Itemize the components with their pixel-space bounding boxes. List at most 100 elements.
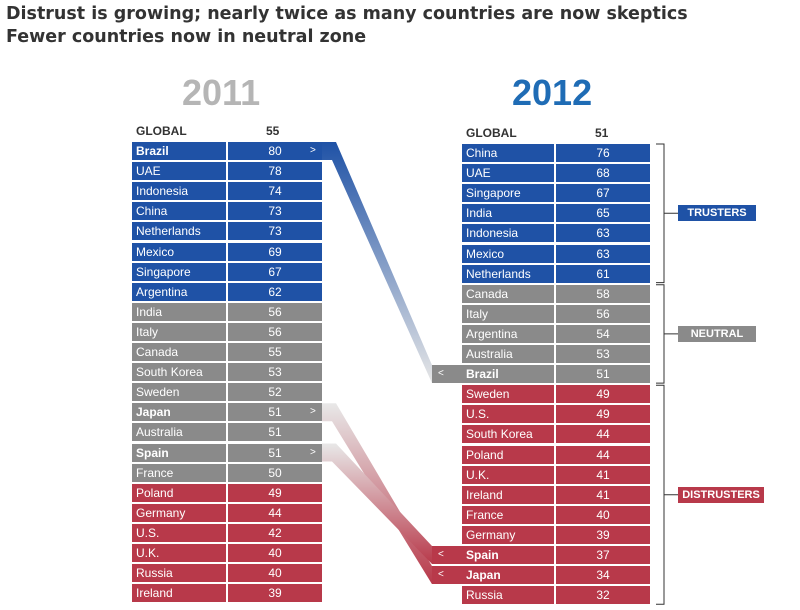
trust-value: 44: [556, 425, 650, 444]
country-name: Singapore: [132, 262, 226, 281]
country-name: Italy: [132, 322, 226, 341]
table-row-2012-south-korea: South Korea 44: [462, 425, 650, 444]
country-name: Netherlands: [462, 264, 554, 283]
trust-value: 40: [228, 544, 322, 562]
country-name: Spain: [132, 443, 226, 462]
country-name: Ireland: [462, 485, 554, 504]
country-name: Indonesia: [462, 224, 554, 243]
country-name: Russia: [132, 564, 226, 583]
trust-value: 74: [228, 182, 322, 201]
country-name: France: [462, 505, 554, 524]
trust-value: 68: [556, 164, 650, 183]
connector-spain: [322, 443, 432, 564]
trust-value: 34: [556, 566, 650, 585]
trust-value: 41: [556, 485, 650, 504]
country-name: Australia: [462, 345, 554, 363]
country-name: Poland: [132, 483, 226, 502]
country-name: Poland: [462, 445, 554, 464]
trust-value: 51: [228, 403, 322, 422]
change-arrow-mark: <: [438, 569, 444, 581]
zone-label-trusters: TRUSTERS: [678, 205, 756, 222]
trust-value: 80: [228, 142, 322, 160]
trust-value: 39: [228, 584, 322, 603]
trust-value: 56: [228, 322, 322, 341]
country-name: UAE: [462, 164, 554, 183]
trust-value: 58: [556, 284, 650, 303]
country-name: Italy: [462, 304, 554, 323]
country-name: Indonesia: [132, 182, 226, 201]
trust-value: 49: [556, 405, 650, 424]
country-name: Netherlands: [132, 222, 226, 241]
table-row-2011-indonesia: Indonesia 74: [132, 182, 322, 201]
trust-value: 51: [228, 443, 322, 462]
highlight-tab: [432, 365, 462, 384]
country-name: UAE: [132, 162, 226, 181]
country-name: Singapore: [462, 184, 554, 203]
trust-value: 41: [556, 465, 650, 484]
table-row-2012-uae: UAE 68: [462, 164, 650, 183]
table-row-2011-argentina: Argentina 62: [132, 282, 322, 301]
table-row-2011-netherlands: Netherlands 73: [132, 222, 322, 241]
country-name: Canada: [132, 343, 226, 361]
trust-value: 32: [556, 586, 650, 605]
table-row-2011-uae: UAE 78: [132, 162, 322, 181]
trust-value: 49: [556, 385, 650, 404]
bracket-neutral: [656, 284, 678, 384]
country-name: India: [462, 204, 554, 223]
trust-value: 51: [228, 423, 322, 442]
table-row-2012-mexico: Mexico 63: [462, 244, 650, 263]
table-row-2011-brazil: Brazil 80 >: [132, 142, 322, 160]
table-row-2012-singapore: Singapore 67: [462, 184, 650, 203]
table-row-2011-australia: Australia 51: [132, 423, 322, 442]
table-row-2012-brazil: Brazil 51 <: [432, 365, 650, 384]
trust-value: 69: [228, 242, 322, 261]
trust-value: 56: [228, 302, 322, 321]
country-name: Australia: [132, 423, 226, 442]
highlight-tab: [432, 546, 462, 564]
table-row-2011-germany: Germany 44: [132, 503, 322, 522]
table-row-2011-canada: Canada 55: [132, 343, 322, 361]
trust-value: 54: [556, 324, 650, 343]
table-row-2012-sweden: Sweden 49: [462, 385, 650, 404]
table-row-2011-singapore: Singapore 67: [132, 262, 322, 281]
zone-label-distrusters: DISTRUSTERS: [678, 486, 764, 503]
table-row-2012-france: France 40: [462, 505, 650, 524]
table-row-2012-canada: Canada 58: [462, 284, 650, 303]
country-name: U.K.: [132, 544, 226, 562]
chart-title: Distrust is growing; nearly twice as man…: [6, 4, 688, 24]
table-row-2011-south-korea: South Korea 53: [132, 363, 322, 382]
table-row-2012-italy: Italy 56: [462, 304, 650, 323]
trust-value: 73: [228, 202, 322, 221]
table-row-2012-u-s-: U.S. 49: [462, 405, 650, 424]
trust-value: 62: [228, 282, 322, 301]
global-value-2011: 55: [266, 124, 280, 138]
trust-value: 40: [228, 564, 322, 583]
chart-subtitle: Fewer countries now in neutral zone: [6, 27, 367, 47]
table-row-2012-indonesia: Indonesia 63: [462, 224, 650, 243]
trust-value: 51: [556, 365, 650, 384]
table-row-2012-australia: Australia 53: [462, 345, 650, 363]
country-name: Germany: [462, 525, 554, 544]
trust-value: 37: [556, 546, 650, 564]
trust-value: 40: [556, 505, 650, 524]
table-row-2012-india: India 65: [462, 204, 650, 223]
country-name: Canada: [462, 284, 554, 303]
country-name: China: [462, 144, 554, 162]
trust-value: 53: [228, 363, 322, 382]
change-arrow-mark: >: [310, 145, 316, 156]
trust-value: 52: [228, 383, 322, 402]
country-name: U.S.: [462, 405, 554, 424]
trust-value: 63: [556, 224, 650, 243]
table-row-2012-china: China 76: [462, 144, 650, 162]
country-name: Japan: [132, 403, 226, 422]
change-arrow-mark: >: [310, 446, 316, 458]
global-value-2012: 51: [595, 126, 609, 140]
change-arrow-mark: <: [438, 368, 444, 380]
change-arrow-mark: >: [310, 406, 316, 418]
table-row-2012-u-k-: U.K. 41: [462, 465, 650, 484]
table-row-2011-france: France 50: [132, 463, 322, 482]
connector-brazil: [322, 142, 432, 384]
table-row-2012-russia: Russia 32: [462, 586, 650, 605]
global-label-2011: GLOBAL: [136, 124, 187, 138]
country-name: India: [132, 302, 226, 321]
